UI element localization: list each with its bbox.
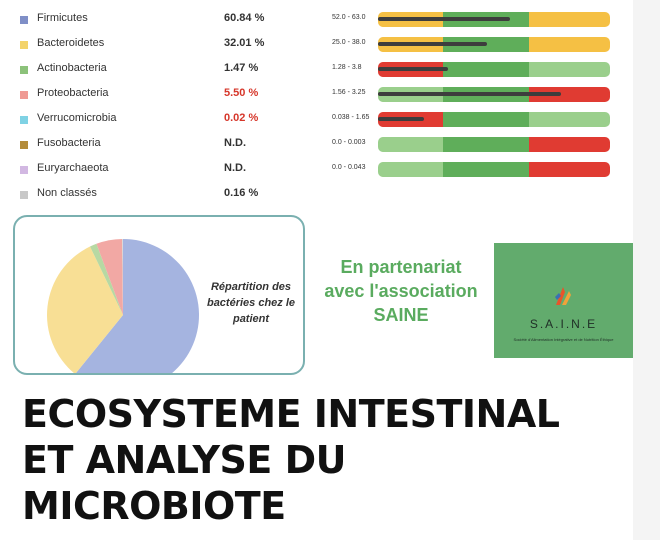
legend-swatch [20, 141, 28, 149]
range-bar [378, 37, 610, 52]
phylum-value: 0.16 % [224, 187, 259, 199]
range-bar [378, 62, 610, 77]
table-row: Bacteroidetes 32.01 % 25.0 - 38.0 [0, 33, 633, 58]
level-indicator [378, 92, 561, 96]
range-segment [442, 112, 529, 127]
range-segment [528, 12, 610, 27]
reference-range: 0.0 - 0.003 [332, 139, 366, 146]
pie-caption: Répartition des bactéries chez le patien… [201, 279, 301, 327]
phylum-name: Non classés [37, 187, 97, 199]
saine-logo: S.A.I.N.E Société d'Alimentation Intégra… [494, 243, 633, 358]
range-segment [442, 62, 529, 77]
phylum-name: Euryarchaeota [37, 162, 109, 174]
table-row: Non classés 0.16 % [0, 183, 633, 208]
reference-range: 0.0 - 0.043 [332, 164, 366, 171]
legend-swatch [20, 16, 28, 24]
range-bar [378, 12, 610, 27]
phylum-value: 5.50 % [224, 87, 259, 99]
phylum-name: Proteobacteria [37, 87, 109, 99]
pie-slice [47, 246, 123, 373]
phylum-value: N.D. [224, 162, 246, 174]
phylum-name: Verrucomicrobia [37, 112, 117, 124]
pie-slice [96, 239, 123, 315]
pie-chart [47, 238, 199, 373]
range-segment [378, 137, 443, 152]
results-panel: Firmicutes 60.84 % 52.0 - 63.0 Bacteroidete… [0, 8, 633, 375]
reference-range: 1.56 - 3.25 [332, 89, 366, 96]
partner-line: avec l'association [324, 281, 478, 301]
phylum-value: N.D. [224, 137, 246, 149]
range-segment [528, 87, 610, 102]
partner-line: En partenariat [340, 257, 462, 277]
level-indicator [378, 17, 510, 21]
phylum-value: 0.02 % [224, 112, 259, 124]
phylum-value: 60.84 % [224, 12, 265, 24]
range-segment [442, 162, 529, 177]
title-line: ECOSYSTEME INTESTINAL [22, 392, 560, 436]
range-segment [442, 137, 529, 152]
reference-range: 52.0 - 63.0 [332, 14, 366, 21]
table-row: Firmicutes 60.84 % 52.0 - 63.0 [0, 8, 633, 33]
legend-swatch [20, 166, 28, 174]
partner-text: En partenariat avec l'association SAINE [306, 255, 496, 327]
table-row: Actinobacteria 1.47 % 1.28 - 3.8 [0, 58, 633, 83]
level-indicator [378, 117, 424, 121]
range-bar [378, 87, 610, 102]
pie-slice [122, 238, 123, 315]
saine-leaf-icon [555, 287, 571, 305]
range-segment [528, 37, 610, 52]
legend-swatch [20, 191, 28, 199]
range-segment [378, 162, 443, 177]
range-bar [378, 137, 610, 152]
article-title: ECOSYSTEME INTESTINAL ET ANALYSE DU MICR… [22, 391, 622, 529]
pie-slice [122, 238, 123, 315]
reference-range: 0.038 - 1.65 [332, 114, 370, 121]
range-segment [528, 112, 610, 127]
pie-card: Répartition des bactéries chez le patien… [13, 215, 305, 375]
reference-range: 25.0 - 38.0 [332, 39, 366, 46]
range-segment [528, 137, 610, 152]
pie-caption-line: Répartition des [210, 281, 292, 293]
table-row: Euryarchaeota N.D. 0.0 - 0.043 [0, 158, 633, 183]
table-row: Proteobacteria 5.50 % 1.56 - 3.25 [0, 83, 633, 108]
range-bar [378, 162, 610, 177]
title-line: ET ANALYSE DU [22, 438, 347, 482]
table-row: Fusobacteria N.D. 0.0 - 0.003 [0, 133, 633, 158]
phylum-value: 32.01 % [224, 37, 265, 49]
pie-slice [75, 239, 199, 373]
pie-caption-line: patient [232, 313, 270, 325]
phylum-name: Actinobacteria [37, 62, 107, 74]
logo-name: S.A.I.N.E [529, 317, 598, 331]
range-segment [528, 162, 610, 177]
title-line: MICROBIOTE [22, 484, 286, 528]
phylum-name: Firmicutes [37, 12, 88, 24]
legend-swatch [20, 116, 28, 124]
reference-range: 1.28 - 3.8 [332, 64, 362, 71]
phylum-value: 1.47 % [224, 62, 259, 74]
logo-tagline: Société d'Alimentation Intégrative et de… [513, 337, 614, 342]
partner-line: SAINE [373, 305, 429, 325]
legend-swatch [20, 66, 28, 74]
range-segment [528, 62, 610, 77]
legend-swatch [20, 91, 28, 99]
range-bar [378, 112, 610, 127]
phylum-name: Fusobacteria [37, 137, 101, 149]
pie-slice [89, 243, 123, 315]
table-row: Verrucomicrobia 0.02 % 0.038 - 1.65 [0, 108, 633, 133]
pie-caption-line: bactéries chez le [206, 297, 296, 309]
right-edge [633, 0, 660, 540]
phylum-name: Bacteroidetes [37, 37, 105, 49]
level-indicator [378, 42, 487, 46]
legend-swatch [20, 41, 28, 49]
level-indicator [378, 67, 448, 71]
